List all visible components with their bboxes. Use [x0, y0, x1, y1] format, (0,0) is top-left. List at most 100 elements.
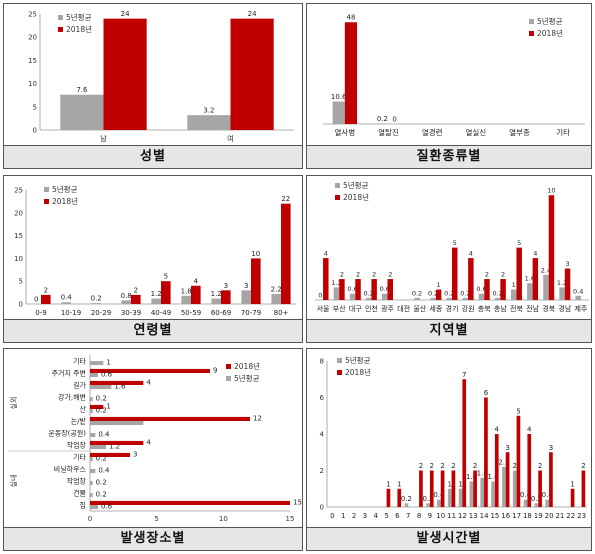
legend-label: 5년평균 [52, 184, 78, 194]
category-label: 70-79 [241, 309, 261, 317]
bar [90, 397, 93, 402]
caption-age: 연령별 [4, 319, 302, 342]
category-label: 22 [566, 512, 575, 520]
bar [429, 470, 434, 507]
data-label: 2 [419, 462, 423, 470]
category-label: 전북 [510, 304, 523, 313]
bar [480, 477, 485, 507]
category-label: 경남 [558, 304, 571, 313]
data-label: 0.6 [101, 503, 113, 511]
data-label: 2.2 [498, 458, 509, 466]
bar [90, 452, 130, 457]
data-label: 1 [437, 281, 441, 289]
bar [61, 302, 71, 304]
legend-swatch [44, 187, 49, 192]
data-label: 1.2 [211, 290, 222, 298]
bar [90, 433, 96, 438]
panel-location: 0 5 10 15 실외 실내 기타 1 주거지 주변 9 0.6 길가 4 1.6 강가,해변 0.2 산 1 0… [3, 348, 303, 551]
legend-swatch [58, 27, 63, 32]
legend-label: 2018년 [537, 28, 563, 38]
category-label: 서울 [317, 304, 330, 313]
data-label: 3 [549, 444, 553, 452]
bar [548, 195, 555, 300]
category-label: 3 [363, 512, 367, 520]
category-label: 기타 [556, 128, 570, 137]
y-tick-label: 0 [19, 301, 23, 309]
category-label: 80+ [274, 309, 289, 317]
category-label: 충남 [494, 304, 507, 313]
category-label: 열탈진 [378, 127, 399, 137]
bar [41, 294, 51, 304]
bar [516, 415, 521, 507]
data-label: 1.2 [557, 279, 567, 287]
chart-age: 05101520250-90210-190.420-290.230-390.82… [14, 184, 296, 317]
y-tick-label: 20 [28, 34, 37, 42]
bar [371, 279, 377, 300]
category-label: 인천 [365, 304, 378, 313]
data-label: 5 [516, 407, 520, 415]
bar [90, 505, 98, 510]
category-label: 20 [545, 512, 554, 520]
data-label: 0.2 [460, 289, 470, 297]
legend-swatch [335, 195, 340, 200]
category-label: 60-69 [211, 309, 231, 317]
legend-label: 2018년 [52, 196, 78, 206]
panel-gender: 0 5 10 15 20 25 남 7.6 24 여 3.2 24 5년평균 2018년 성별 [3, 3, 303, 169]
panel-region: 서울 0 4 부산 1.2 2 대구 0.6 2 인천 0.2 2 광주 0.6 2 대전 울산 0.2 세종 0.2… [306, 175, 592, 343]
category-label: 제주 [574, 305, 587, 313]
bar [187, 115, 231, 130]
bar [451, 470, 456, 507]
data-label: 0.4 [98, 431, 110, 439]
bar [484, 279, 490, 300]
category-label: 울산 [413, 304, 426, 313]
data-label: 0.2 [96, 479, 107, 487]
bar [333, 287, 340, 300]
data-label: 7 [462, 371, 466, 379]
bar [344, 22, 358, 125]
category-label: 운동장(공원) [48, 429, 86, 438]
data-label: 2 [430, 462, 434, 470]
data-label: 2 [501, 271, 505, 279]
data-label: 10 [251, 250, 260, 258]
bar [90, 385, 112, 390]
bar [90, 373, 98, 378]
data-label: 1.6 [525, 275, 535, 283]
category-label: 23 [577, 512, 586, 520]
data-label: 4 [194, 277, 199, 285]
y-tick-label: 4 [320, 431, 325, 439]
y-tick-label: 5 [33, 103, 37, 111]
bar [426, 503, 430, 507]
bar [545, 499, 550, 507]
group-label-indoor: 실내 [9, 475, 18, 488]
data-label: 0.2 [96, 455, 107, 463]
category-label: 6 [395, 512, 400, 520]
bar [575, 295, 581, 300]
bar [447, 488, 452, 507]
bar [414, 297, 420, 300]
data-label: 1 [458, 480, 462, 488]
data-label: 0 [34, 296, 38, 304]
category-label: 8 [417, 512, 421, 520]
bar [564, 268, 571, 300]
bar [543, 274, 549, 300]
bar [458, 488, 463, 507]
bar [90, 404, 104, 409]
data-label: 3 [133, 451, 137, 459]
bar [339, 279, 345, 300]
panel-hour: 0 2 4 6 8 0 1 2 3 4 5 1 6 1 7 0.2 8 2 9 0.2 2 10 0.4 2 11 1 2 12 1 7 1… [306, 348, 592, 551]
category-label: 여 [227, 134, 233, 143]
category-label: 19 [534, 512, 543, 520]
y-tick-label: 8 [320, 358, 324, 366]
bar [281, 203, 291, 304]
data-label: 2 [388, 271, 392, 279]
data-label: 0.2 [96, 407, 107, 415]
category-label: 21 [555, 512, 564, 520]
y-tick-label: 25 [28, 11, 37, 19]
data-label: 0.4 [433, 491, 445, 499]
data-label: 2 [340, 271, 344, 279]
bar [505, 452, 510, 507]
data-label: 0.2 [412, 289, 422, 297]
category-label: 전남 [526, 304, 539, 313]
bar [430, 297, 436, 300]
data-label: 1 [512, 281, 516, 289]
